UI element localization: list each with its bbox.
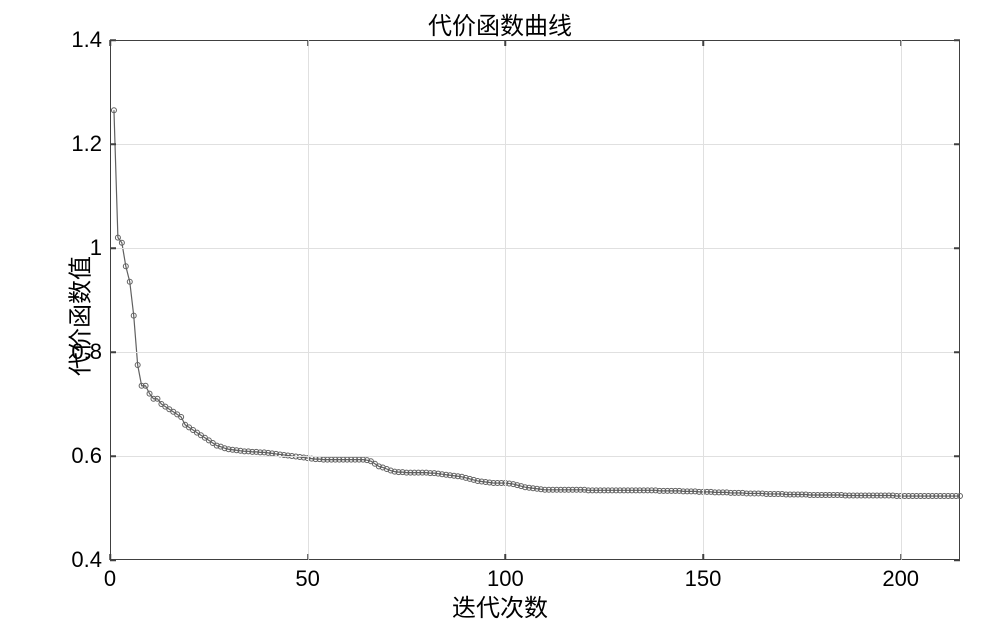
tick-mark-x (505, 40, 507, 46)
y-tick-label: 0.6 (71, 443, 110, 469)
tick-mark-y (954, 143, 960, 145)
tick-mark-y (110, 247, 116, 249)
gridline-horizontal (110, 456, 960, 457)
data-line (114, 110, 960, 496)
gridline-vertical (901, 40, 902, 560)
chart-title: 代价函数曲线 (0, 6, 1000, 41)
tick-mark-x (900, 40, 902, 46)
y-tick-label: 1 (90, 235, 110, 261)
tick-mark-y (954, 351, 960, 353)
y-tick-label: 0.8 (71, 339, 110, 365)
tick-mark-y (954, 455, 960, 457)
tick-mark-y (110, 39, 116, 41)
tick-mark-y (110, 351, 116, 353)
tick-mark-x (702, 40, 704, 46)
x-tick-label: 200 (882, 560, 919, 592)
gridline-vertical (308, 40, 309, 560)
plot-area: 0.40.60.811.21.4050100150200 (110, 40, 960, 560)
y-tick-label: 1.2 (71, 131, 110, 157)
x-tick-label: 0 (104, 560, 116, 592)
gridline-horizontal (110, 144, 960, 145)
x-tick-label: 50 (295, 560, 319, 592)
tick-mark-y (954, 247, 960, 249)
tick-mark-x (307, 40, 309, 46)
data-layer (110, 40, 960, 560)
tick-mark-x (109, 40, 111, 46)
tick-mark-y (110, 143, 116, 145)
gridline-vertical (703, 40, 704, 560)
tick-mark-y (954, 559, 960, 561)
gridline-horizontal (110, 352, 960, 353)
cost-function-chart: 代价函数曲线 代价函数值 迭代次数 0.40.60.811.21.4050100… (0, 0, 1000, 631)
tick-mark-y (110, 455, 116, 457)
x-tick-label: 150 (685, 560, 722, 592)
gridline-vertical (505, 40, 506, 560)
x-axis-label: 迭代次数 (0, 588, 1000, 623)
x-tick-label: 100 (487, 560, 524, 592)
y-tick-label: 1.4 (71, 27, 110, 53)
gridline-horizontal (110, 248, 960, 249)
tick-mark-y (954, 39, 960, 41)
